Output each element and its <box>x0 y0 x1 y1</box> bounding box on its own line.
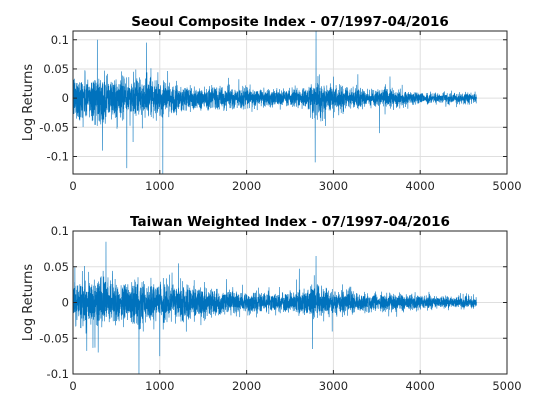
y-tick-label: -0.1 <box>47 149 69 163</box>
y-axis-label: Log Returns <box>21 264 36 341</box>
plot-seoul: 0 1000 2000 3000 4000 5000 -0.1 -0.05 0 0.05 0.1 Se… <box>21 14 522 193</box>
y-tick-label: 0.05 <box>43 260 69 274</box>
x-tick-label: 4000 <box>406 179 435 193</box>
y-tick-label: 0.1 <box>51 33 69 47</box>
x-tick-label: 5000 <box>492 379 521 393</box>
y-tick-label: 0.05 <box>43 62 69 76</box>
x-tick-label: 1000 <box>145 179 174 193</box>
chart-title: Taiwan Weighted Index - 07/1997-04/2016 <box>130 214 450 230</box>
plot-taiwan: 0 1000 2000 3000 4000 5000 -0.1 -0.05 0 0.05 0.1 Ta… <box>21 214 522 393</box>
y-tick-label: -0.1 <box>47 367 69 381</box>
series-line <box>73 241 477 374</box>
axes-frame <box>72 30 508 175</box>
y-axis-label: Log Returns <box>21 64 36 141</box>
y-tick-label: -0.05 <box>39 331 69 345</box>
x-tick-label: 2000 <box>232 379 261 393</box>
x-tick-label: 4000 <box>406 379 435 393</box>
series-line <box>73 31 477 174</box>
x-tick-label: 5000 <box>492 179 521 193</box>
x-tick-label: 2000 <box>232 179 261 193</box>
x-tick-label: 3000 <box>319 179 348 193</box>
y-tick-label: 0 <box>62 91 69 105</box>
x-tick-label: 3000 <box>319 379 348 393</box>
y-tick-label: -0.05 <box>39 120 69 134</box>
x-tick-label: 1000 <box>145 379 174 393</box>
x-tick-label: 0 <box>69 179 76 193</box>
y-tick-label: 0.1 <box>51 224 69 238</box>
x-tick-label: 0 <box>69 379 76 393</box>
chart-title: Seoul Composite Index - 07/1997-04/2016 <box>131 14 449 30</box>
y-tick-label: 0 <box>62 296 69 310</box>
